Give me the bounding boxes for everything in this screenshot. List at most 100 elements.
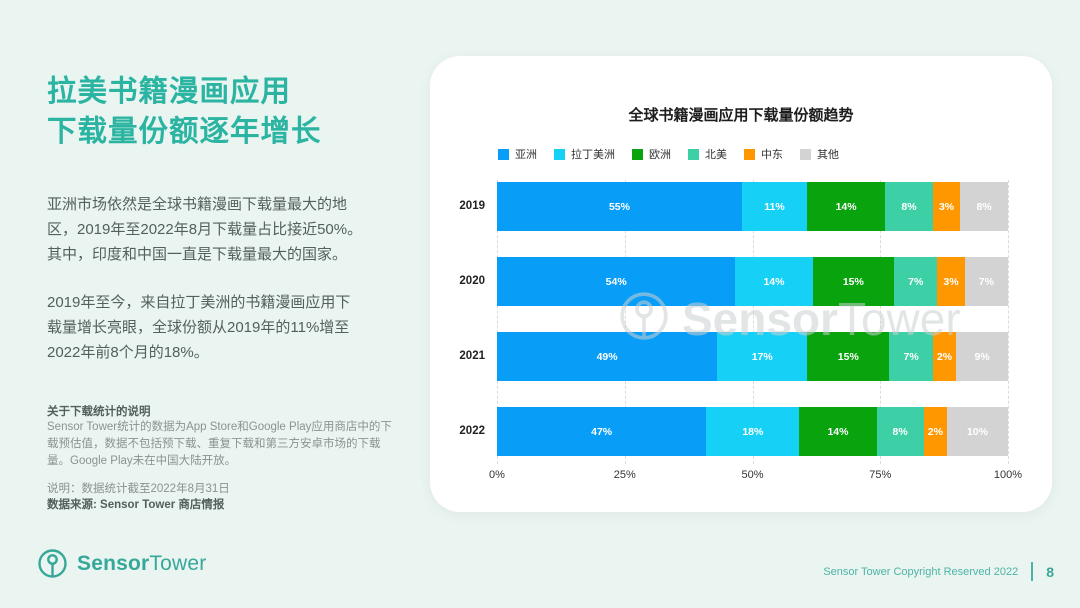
stacked-bar: 47% 18% 14% 8% 2% 10%: [497, 407, 1009, 456]
axis-tick-label: 25%: [613, 469, 636, 481]
bar-value-label: 2%: [927, 425, 943, 438]
bar-value-label: 8%: [901, 200, 917, 213]
sensortower-logo-icon: [37, 548, 68, 579]
bar-value-label: 47%: [591, 425, 613, 438]
bar-segment: 8%: [885, 182, 933, 231]
legend-swatch: [554, 148, 565, 160]
bar-value-label: 17%: [751, 350, 773, 363]
brand-word-sensor: Sensor: [77, 551, 150, 575]
brand-logo: SensorTower: [37, 548, 206, 579]
bar-row: 2019 55% 11% 14% 8% 3% 8%: [459, 182, 1009, 231]
bar-segment: 8%: [876, 407, 924, 456]
axis-tick-label: 0%: [489, 469, 505, 481]
brand-word-tower: Tower: [149, 551, 207, 575]
bar-segment: 7%: [894, 257, 938, 306]
bar-segment: 8%: [960, 182, 1009, 231]
bar-value-label: 10%: [966, 425, 988, 438]
bar-segment: 14%: [807, 182, 886, 231]
bar-value-label: 55%: [608, 200, 630, 213]
gridline: [880, 180, 882, 464]
legend-swatch: [498, 148, 509, 160]
bar-value-label: 15%: [842, 275, 864, 288]
legend-label: 亚洲: [515, 149, 537, 161]
legend-item: 拉丁美洲: [554, 146, 615, 162]
legend-item: 亚洲: [498, 146, 537, 162]
bar-segment: 7%: [964, 257, 1009, 306]
notes-body: Sensor Tower统计的数据为App Store和Google Play应…: [47, 421, 392, 467]
bar-value-label: 14%: [763, 275, 785, 288]
category-label: 2019: [459, 200, 485, 212]
axis-tick-label: 75%: [869, 469, 892, 481]
bar-segment: 49%: [497, 332, 718, 381]
bar-segment: 3%: [937, 257, 965, 306]
data-cutoff-note: 说明：数据统计截至2022年8月31日: [47, 483, 230, 495]
legend-swatch: [744, 148, 755, 160]
bar-value-label: 14%: [835, 200, 857, 213]
footer-divider: [1031, 562, 1034, 581]
bar-segment: 18%: [706, 407, 800, 456]
bar-segment: 55%: [497, 182, 742, 231]
notes-heading: 关于下载统计的说明: [47, 406, 151, 418]
category-label: 2021: [459, 350, 485, 362]
legend-label: 其他: [817, 149, 839, 161]
legend-label: 拉丁美洲: [571, 149, 615, 161]
stacked-bar: 55% 11% 14% 8% 3% 8%: [497, 182, 1009, 231]
bar-value-label: 7%: [978, 275, 994, 288]
legend-item: 欧洲: [632, 146, 671, 162]
bar-segment: 2%: [923, 407, 947, 456]
page-number: 8: [1046, 563, 1054, 580]
bar-segment: 17%: [717, 332, 808, 381]
legend-label: 欧洲: [649, 149, 671, 161]
bar-segment: 9%: [956, 332, 1008, 381]
bar-value-label: 7%: [903, 350, 919, 363]
category-label: 2022: [459, 425, 485, 437]
legend-label: 北美: [705, 149, 727, 161]
page-title: 拉美书籍漫画应用 下载量份额逐年增长: [47, 72, 322, 152]
bar-segment: 15%: [807, 332, 890, 381]
bar-segment: 15%: [812, 257, 895, 306]
legend-item: 北美: [688, 146, 727, 162]
bar-value-label: 2%: [936, 350, 953, 363]
gridline: [1008, 180, 1009, 464]
page-title-line1: 拉美书籍漫画应用: [47, 75, 292, 108]
bar-row: 2020 54% 14% 15% 7% 3% 7%: [459, 257, 1009, 306]
chart-card: 全球书籍漫画应用下载量份额趋势 亚洲 拉丁美洲 欧洲 北美 中东 其他 0% 25% 50% 7…: [430, 56, 1052, 512]
data-source-note: 数据来源: Sensor Tower 商店情报: [47, 499, 225, 511]
bar-value-label: 7%: [908, 275, 924, 288]
bar-segment: 14%: [799, 407, 877, 456]
stacked-bar: 54% 14% 15% 7% 3% 7%: [497, 257, 1009, 306]
bar-value-label: 11%: [764, 200, 785, 213]
legend-swatch: [632, 148, 643, 160]
body-paragraph-1: 亚洲市场依然是全球书籍漫画下载量最大的地区，2019年至2022年8月下载量占比…: [47, 196, 363, 263]
bar-value-label: 8%: [892, 425, 908, 438]
legend-label: 中东: [761, 149, 783, 161]
bar-segment: 11%: [741, 182, 808, 231]
bar-segment: 54%: [497, 257, 736, 306]
bar-value-label: 15%: [837, 350, 859, 363]
bar-value-label: 9%: [974, 350, 990, 363]
gridline: [497, 180, 498, 464]
legend-item: 其他: [800, 146, 839, 162]
bar-segment: 3%: [932, 182, 961, 231]
legend-swatch: [800, 148, 811, 160]
bar-segment: 10%: [946, 407, 1009, 456]
copyright-text: Sensor Tower Copyright Reserved 2022: [823, 565, 1019, 578]
axis-tick-label: 100%: [993, 469, 1023, 481]
bar-value-label: 8%: [976, 200, 992, 213]
legend-swatch: [688, 148, 699, 160]
footer: Sensor Tower Copyright Reserved 2022 8: [823, 562, 1054, 581]
bar-row: 2022 47% 18% 14% 8% 2% 10%: [459, 407, 1009, 456]
bar-row: 2021 49% 17% 15% 7% 2% 9%: [459, 332, 1008, 381]
bar-value-label: 3%: [943, 275, 959, 288]
body-paragraph-2: 2019年至今，来自拉丁美洲的书籍漫画应用下载量增长亮眼，全球份额从2019年的…: [47, 294, 351, 361]
axis-tick-label: 50%: [741, 469, 764, 481]
page-title-line2: 下载量份额逐年增长: [47, 115, 322, 148]
bar-value-label: 54%: [605, 275, 627, 288]
bar-segment: 7%: [889, 332, 933, 381]
chart-legend: 亚洲 拉丁美洲 欧洲 北美 中东 其他: [498, 146, 839, 162]
bar-segment: 14%: [735, 257, 813, 306]
bar-segment: 47%: [497, 407, 707, 456]
bar-value-label: 3%: [938, 200, 955, 213]
legend-item: 中东: [744, 146, 783, 162]
plot-area: 0% 25% 50% 75% 100% 2019 55% 11% 14% 8% 3% 8% 2020 54…: [459, 180, 1022, 500]
